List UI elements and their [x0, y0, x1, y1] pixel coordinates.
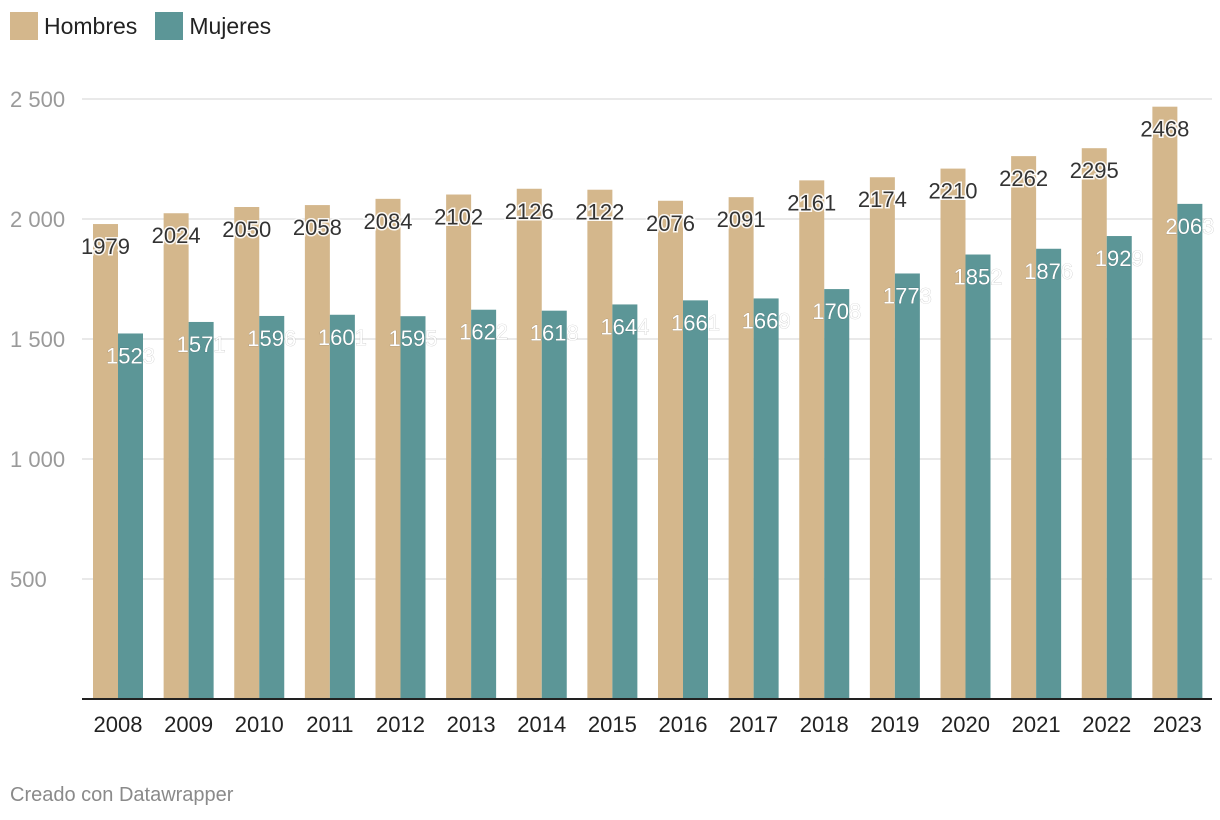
bar-mujeres	[188, 321, 214, 699]
data-label-hombres: 2024	[152, 223, 201, 248]
bar-hombres	[163, 213, 189, 700]
data-label-hombres: 2050	[222, 217, 271, 242]
data-label-mujeres: 1618	[530, 321, 579, 346]
bar-mujeres	[1177, 203, 1203, 699]
footer-credit: Creado con Datawrapper	[10, 784, 234, 806]
bar-mujeres	[400, 316, 426, 699]
bar-mujeres	[894, 273, 920, 699]
y-tick-label: 1 500	[10, 327, 65, 352]
data-label-mujeres: 1644	[600, 314, 649, 339]
bar-mujeres	[965, 254, 991, 699]
x-tick-label: 2014	[517, 712, 566, 737]
legend-swatch-hombres	[10, 12, 38, 40]
x-tick-label: 2021	[1012, 712, 1061, 737]
x-tick-label: 2013	[447, 712, 496, 737]
data-label-hombres: 2126	[505, 199, 554, 224]
legend-label-mujeres: Mujeres	[189, 12, 272, 39]
data-label-hombres: 2295	[1070, 158, 1119, 183]
legend-swatch-mujeres	[155, 12, 184, 40]
x-tick-label: 2012	[376, 712, 425, 737]
y-tick-label: 500	[10, 567, 47, 592]
bar-mujeres	[612, 304, 638, 699]
bar-hombres	[1011, 156, 1037, 699]
bar-hombres	[516, 188, 542, 699]
data-label-mujeres: 1669	[742, 308, 791, 333]
bar-mujeres	[259, 315, 285, 699]
data-label-hombres: 2084	[364, 209, 413, 234]
x-tick-label: 2015	[588, 712, 637, 737]
x-tick-label: 2011	[306, 712, 353, 737]
data-label-mujeres: 1852	[954, 265, 1003, 290]
x-tick-label: 2022	[1082, 712, 1131, 737]
data-label-mujeres: 2063	[1165, 214, 1214, 239]
data-label-hombres: 2174	[858, 187, 907, 212]
data-label-hombres: 2076	[646, 211, 695, 236]
x-tick-label: 2008	[94, 712, 143, 737]
bar-mujeres	[753, 298, 779, 699]
data-label-hombres: 2262	[999, 166, 1048, 191]
bar-mujeres	[471, 309, 497, 699]
data-label-mujeres: 1661	[671, 310, 720, 335]
x-tick-label: 2010	[235, 712, 284, 737]
data-label-mujeres: 1773	[883, 283, 932, 308]
x-tick-label: 2016	[659, 712, 708, 737]
bar-hombres	[446, 194, 472, 699]
data-label-hombres: 2058	[293, 215, 342, 240]
bar-hombres	[1152, 106, 1178, 700]
bar-hombres	[658, 200, 683, 699]
data-label-mujeres: 1595	[389, 326, 438, 351]
bar-mujeres	[118, 333, 143, 699]
legend: Hombres Mujeres	[10, 12, 289, 40]
data-label-mujeres: 1596	[247, 326, 296, 351]
data-label-hombres: 2210	[929, 179, 978, 204]
x-tick-label: 2018	[800, 712, 849, 737]
x-tick-label: 2009	[164, 712, 213, 737]
x-tick-label: 2023	[1153, 712, 1202, 737]
bar-hombres	[799, 180, 825, 700]
data-label-hombres: 2161	[787, 190, 836, 215]
data-label-mujeres: 1601	[318, 325, 367, 350]
bar-mujeres	[683, 300, 708, 699]
bar-hombres	[869, 177, 895, 700]
legend-label-hombres: Hombres	[44, 12, 138, 39]
y-tick-label: 2 000	[10, 207, 65, 232]
x-tick-label: 2019	[870, 712, 919, 737]
data-label-mujeres: 1523	[106, 343, 155, 368]
data-label-hombres: 2102	[434, 205, 483, 230]
data-label-mujeres: 1571	[177, 332, 226, 357]
y-tick-label: 2 500	[10, 87, 65, 112]
bar-mujeres	[541, 310, 567, 699]
bar-mujeres	[1106, 236, 1132, 700]
data-label-mujeres: 1929	[1095, 246, 1144, 271]
data-label-mujeres: 1708	[812, 299, 861, 324]
data-label-hombres: 2468	[1140, 117, 1189, 142]
bar-hombres	[940, 168, 966, 700]
bar-hombres	[93, 224, 118, 700]
bar-mujeres	[329, 314, 355, 699]
data-label-hombres: 1979	[81, 234, 130, 259]
legend-item-hombres: Hombres	[10, 12, 137, 40]
data-label-hombres: 2122	[575, 200, 624, 225]
data-label-hombres: 2091	[717, 207, 766, 232]
bar-hombres	[234, 207, 260, 699]
bar-mujeres	[1036, 248, 1062, 699]
x-tick-label: 2020	[941, 712, 990, 737]
bar-hombres	[728, 197, 754, 699]
x-tick-label: 2017	[729, 712, 778, 737]
bar-hombres	[304, 205, 330, 699]
bar-mujeres	[824, 289, 850, 699]
data-label-mujeres: 1622	[459, 320, 508, 345]
bar-hombres	[587, 189, 613, 699]
data-label-mujeres: 1876	[1024, 259, 1073, 284]
legend-item-mujeres: Mujeres	[155, 12, 271, 40]
bar-hombres	[1081, 148, 1107, 699]
bar-hombres	[375, 198, 401, 699]
y-tick-label: 1 000	[10, 447, 65, 472]
